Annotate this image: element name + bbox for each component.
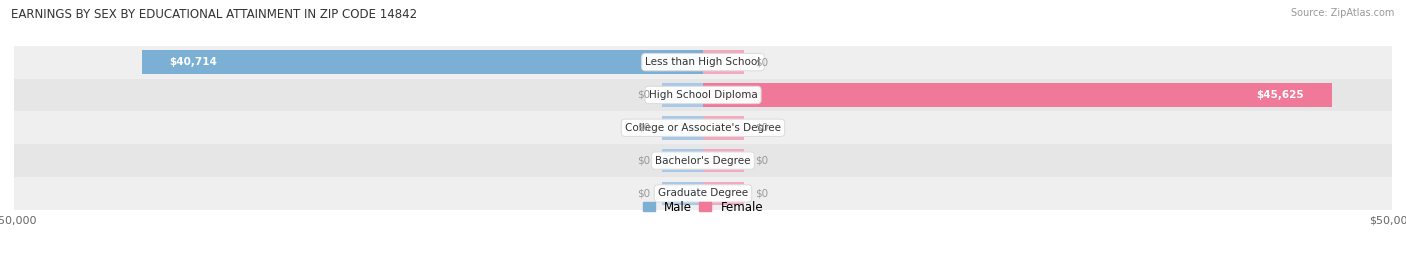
Text: $0: $0 xyxy=(755,155,769,166)
Text: College or Associate's Degree: College or Associate's Degree xyxy=(626,123,780,133)
Text: Source: ZipAtlas.com: Source: ZipAtlas.com xyxy=(1291,8,1395,18)
Text: $40,714: $40,714 xyxy=(170,57,218,67)
Bar xyxy=(703,83,1331,107)
Bar xyxy=(14,79,1392,111)
Text: $45,625: $45,625 xyxy=(1257,90,1305,100)
Text: $0: $0 xyxy=(637,90,651,100)
Bar xyxy=(703,182,744,205)
Bar xyxy=(703,50,744,74)
Text: $0: $0 xyxy=(637,123,651,133)
Text: EARNINGS BY SEX BY EDUCATIONAL ATTAINMENT IN ZIP CODE 14842: EARNINGS BY SEX BY EDUCATIONAL ATTAINMEN… xyxy=(11,8,418,21)
Bar xyxy=(14,111,1392,144)
Bar xyxy=(14,177,1392,210)
Bar xyxy=(703,116,744,140)
Bar xyxy=(14,144,1392,177)
Legend: Male, Female: Male, Female xyxy=(640,197,766,217)
Bar xyxy=(662,83,703,107)
Text: High School Diploma: High School Diploma xyxy=(648,90,758,100)
Bar xyxy=(14,46,1392,79)
Text: Bachelor's Degree: Bachelor's Degree xyxy=(655,155,751,166)
Text: Graduate Degree: Graduate Degree xyxy=(658,188,748,199)
Text: $0: $0 xyxy=(755,188,769,199)
Text: $0: $0 xyxy=(755,57,769,67)
Bar xyxy=(662,149,703,172)
Bar xyxy=(142,50,703,74)
Text: Less than High School: Less than High School xyxy=(645,57,761,67)
Text: $0: $0 xyxy=(637,188,651,199)
Bar xyxy=(703,149,744,172)
Text: $0: $0 xyxy=(755,123,769,133)
Bar xyxy=(662,182,703,205)
Bar xyxy=(662,116,703,140)
Text: $0: $0 xyxy=(637,155,651,166)
